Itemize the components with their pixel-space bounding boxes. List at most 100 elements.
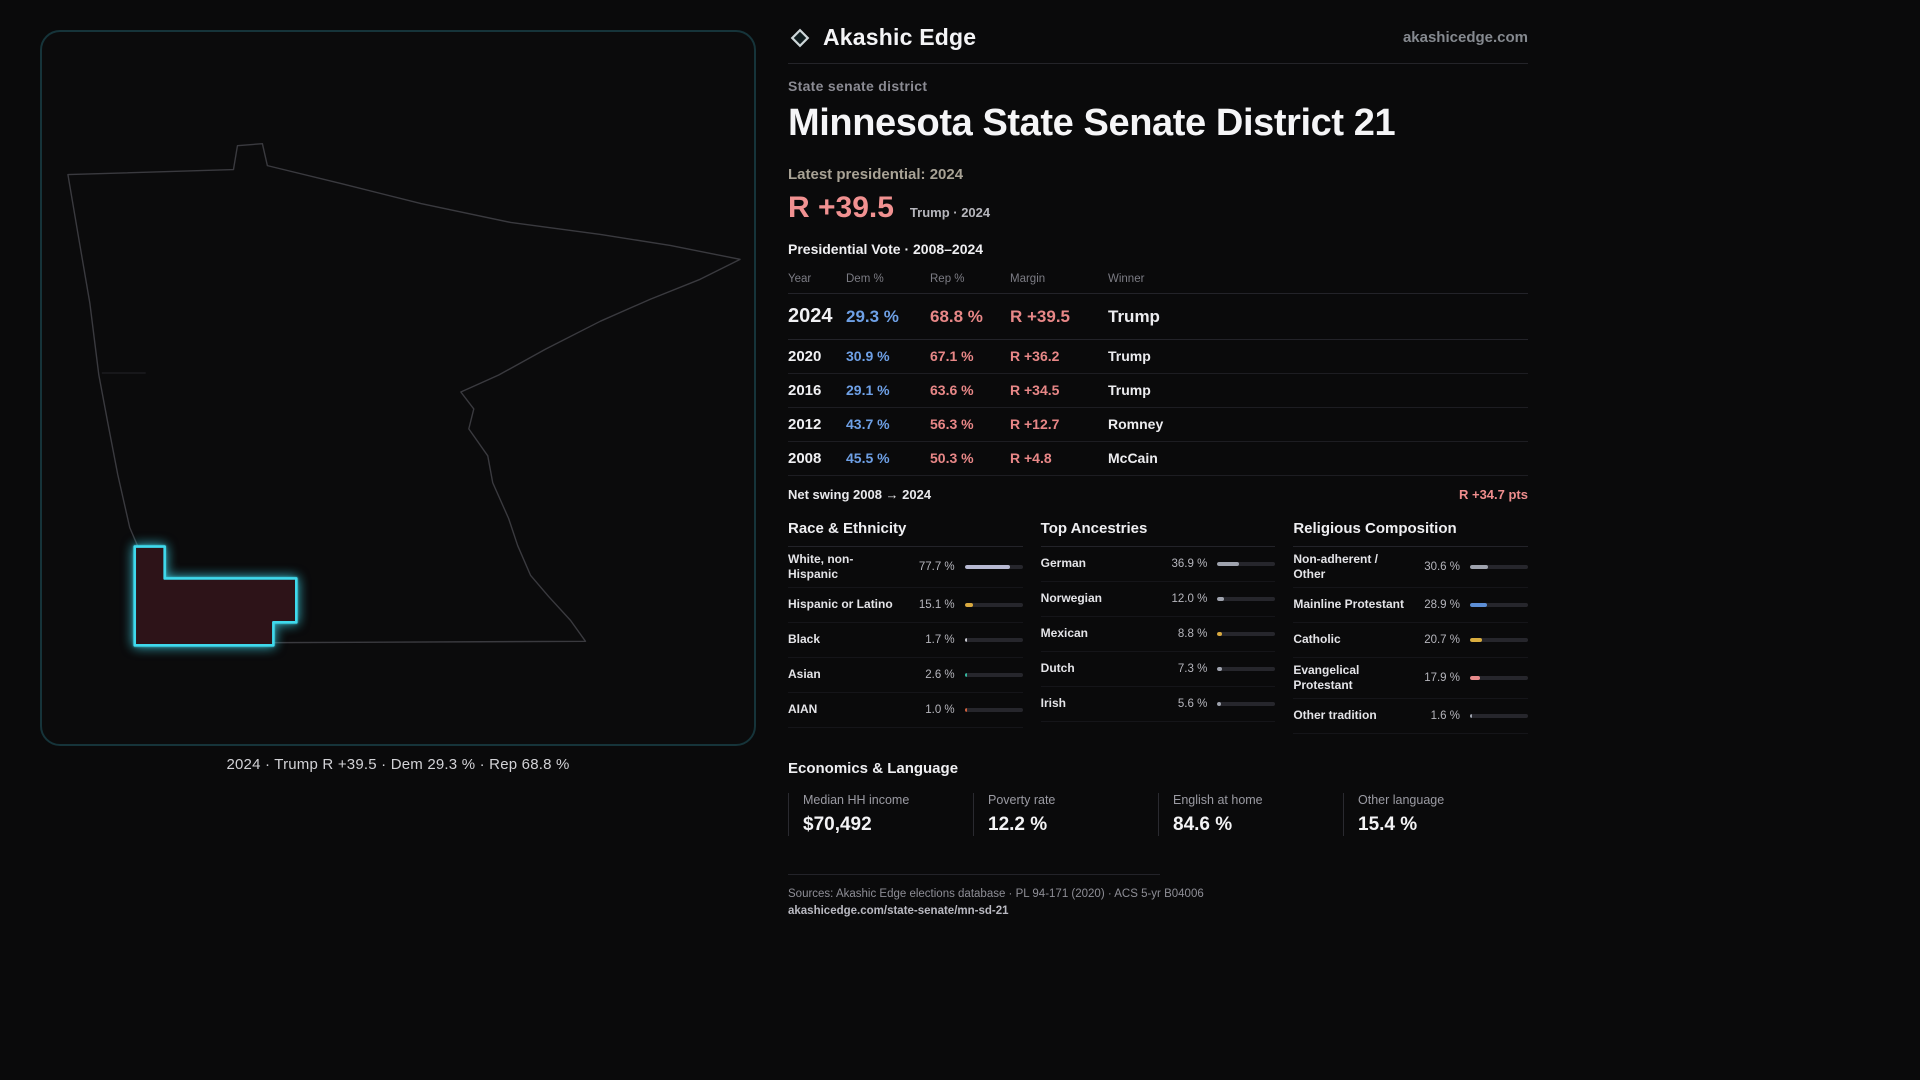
margin-cell: R +4.8 (1010, 449, 1052, 466)
demographic-bar-fill (1217, 561, 1239, 566)
stat-label: Median HH income (803, 792, 910, 807)
demographic-bar-track (964, 707, 1023, 712)
net-swing-label: Net swing 2008 → 2024 (788, 486, 932, 502)
demographic-bar-fill (1470, 713, 1472, 718)
col-header-year: Year (788, 272, 812, 285)
demographic-value: 8.8 % (1177, 627, 1208, 640)
dem-cell: 43.7 % (846, 415, 890, 432)
latest-presidential-label: Latest presidential: 2024 (788, 165, 964, 183)
election-row: 2020 30.9 % 67.1 % R +36.2 Trump (788, 340, 1528, 374)
stat-label: Poverty rate (988, 792, 1056, 807)
demographic-value: 20.7 % (1424, 633, 1460, 646)
demographic-row: Asian 2.6 % (788, 658, 1023, 693)
demographic-bar-fill (964, 564, 1010, 569)
col-header-margin: Margin (1010, 272, 1046, 285)
winner-cell: Trump (1108, 381, 1151, 398)
margin-cell: R +36.2 (1010, 347, 1060, 364)
demographic-value: 1.6 % (1430, 709, 1460, 722)
header: Akashic Edge akashicedge.com (788, 24, 1528, 64)
demographic-label: Mexican (1040, 626, 1089, 641)
demographic-bar-track (1217, 596, 1276, 601)
footer: Sources: Akashic Edge elections database… (788, 873, 1528, 917)
demographic-value: 36.9 % (1171, 557, 1208, 570)
dem-cell: 29.1 % (846, 381, 890, 398)
dem-cell: 45.5 % (846, 449, 890, 466)
net-swing-value: R +34.7 pts (1458, 486, 1528, 502)
demographics-column-title: Religious Composition (1293, 520, 1528, 547)
headline-margin-row: R +39.5 Trump · 2024 (788, 191, 1528, 225)
demographic-bar-track (964, 564, 1023, 569)
demographic-bar-fill (1470, 564, 1488, 569)
demographic-row: Evangelical Protestant 17.9 % (1293, 658, 1528, 699)
demographic-label: White, non-Hispanic (788, 551, 854, 581)
map-caption: 2024 · Trump R +39.5 · Dem 29.3 % · Rep … (226, 756, 570, 773)
demographic-row: Other tradition 1.6 % (1293, 699, 1528, 734)
demographic-label: Evangelical Protestant (1293, 662, 1360, 692)
stat-value: 12.2 % (988, 813, 1048, 835)
margin-cell: R +34.5 (1010, 381, 1060, 398)
demographic-bar-fill (964, 672, 967, 677)
year-cell: 2016 (788, 381, 822, 399)
headline-margin-detail: Trump · 2024 (909, 204, 991, 220)
district-21-shape[interactable] (133, 545, 298, 647)
col-header-dem: Dem % (846, 272, 884, 285)
demographic-value: 15.1 % (918, 598, 955, 611)
stat-block: English at home 84.6 % (1158, 792, 1343, 836)
margin-cell: R +39.5 (1010, 306, 1071, 326)
year-cell: 2020 (788, 347, 822, 365)
election-table-title: Presidential Vote · 2008–2024 (788, 240, 984, 257)
election-row: 2016 29.1 % 63.6 % R +34.5 Trump (788, 374, 1528, 408)
stat-label: English at home (1173, 792, 1263, 807)
page-title: Minnesota State Senate District 21 (788, 102, 1396, 144)
rep-cell: 63.6 % (930, 381, 974, 398)
demographic-label: Other tradition (1293, 708, 1377, 723)
year-cell: 2008 (788, 449, 822, 467)
demographic-bar-fill (1470, 637, 1482, 642)
demographics-column: Religious Composition Non-adherent / Othe… (1293, 520, 1528, 734)
demographic-value: 7.3 % (1177, 662, 1208, 675)
map-svg (67, 142, 741, 647)
demographic-bar-track (1217, 561, 1276, 566)
demographics-column-title: Race & Ethnicity (788, 520, 1023, 547)
demographic-label: Catholic (1293, 632, 1341, 647)
demographic-bar-track (1217, 701, 1276, 706)
demographic-value: 5.6 % (1177, 697, 1208, 710)
demographics-grid: Race & Ethnicity White, non-Hispanic 77.7 … (788, 520, 1528, 734)
election-row: 2012 43.7 % 56.3 % R +12.7 Romney (788, 408, 1528, 442)
demographic-row: Mexican 8.8 % (1040, 617, 1276, 652)
demographic-bar-fill (1217, 596, 1225, 601)
demographic-label: German (1040, 556, 1087, 571)
demographic-bar-track (1217, 631, 1276, 636)
demographics-column-title: Top Ancestries (1040, 520, 1276, 547)
demographic-bar-fill (1217, 631, 1223, 636)
demographic-row: Non-adherent / Other 30.6 % (1293, 547, 1528, 588)
demographic-bar-track (1470, 564, 1528, 569)
demographic-bar-track (1470, 637, 1528, 642)
demographic-bar-track (1470, 713, 1528, 718)
demographic-row: White, non-Hispanic 77.7 % (788, 547, 1023, 588)
footer-link[interactable]: akashicedge.com/state-senate/mn-sd-21 (788, 904, 1009, 917)
demographic-row: Dutch 7.3 % (1040, 652, 1276, 687)
headline-margin-value: R +39.5 (788, 190, 894, 224)
demographic-value: 1.7 % (925, 633, 955, 646)
stat-block: Other language 15.4 % (1343, 792, 1528, 836)
header-domain-link[interactable]: akashicedge.com (1402, 29, 1528, 46)
demographic-bar-track (1470, 602, 1528, 607)
district-map-panel (40, 30, 756, 746)
demographic-bar-fill (964, 637, 967, 642)
rep-cell: 50.3 % (930, 449, 974, 466)
demographic-value: 28.9 % (1424, 598, 1460, 611)
col-header-rep: Rep % (930, 272, 965, 285)
economics-title: Economics & Language (788, 759, 959, 777)
brand-name: Akashic Edge (823, 24, 977, 50)
stat-block: Median HH income $70,492 (788, 792, 973, 836)
year-cell: 2024 (788, 304, 833, 327)
demographic-bar-track (964, 602, 1023, 607)
stat-block: Poverty rate 12.2 % (973, 792, 1158, 836)
demographic-row: AIAN 1.0 % (788, 693, 1023, 728)
demographic-label: Asian (788, 667, 821, 682)
economics-stats-row: Median HH income $70,492 Poverty rate 12.2 … (788, 792, 1528, 836)
rep-cell: 68.8 % (930, 306, 983, 326)
demographic-label: Irish (1040, 696, 1066, 711)
demographic-row: Hispanic or Latino 15.1 % (788, 588, 1023, 623)
